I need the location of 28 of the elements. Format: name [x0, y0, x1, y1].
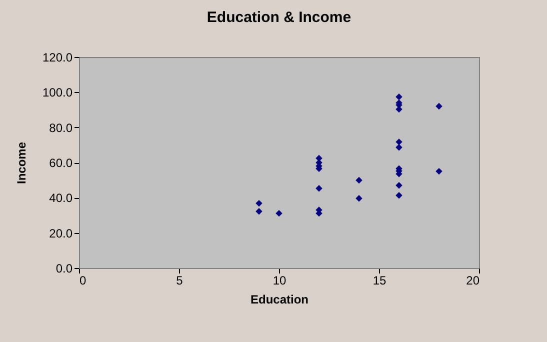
- point: [396, 144, 402, 151]
- y-tick-label: 60.0: [49, 156, 73, 170]
- point: [356, 195, 362, 202]
- y-tick-label: 120.0: [42, 50, 73, 64]
- point: [256, 200, 262, 207]
- point: [256, 208, 262, 215]
- x-tick-label: 0: [80, 274, 86, 288]
- y-tick-label: 100.0: [42, 86, 73, 100]
- y-tick-label: 0.0: [56, 262, 73, 276]
- y-tick-label: 20.0: [49, 226, 73, 240]
- point: [396, 192, 402, 199]
- point: [396, 138, 402, 146]
- y-axis-title: Income: [14, 142, 28, 184]
- point: [436, 102, 442, 110]
- x-tick-label: 10: [272, 274, 286, 288]
- x-tick-label: 5: [176, 274, 184, 288]
- point: [276, 210, 282, 217]
- y-tick-label: 80.0: [49, 120, 73, 135]
- y-tick-label: 40.0: [49, 191, 73, 206]
- chart-title: Education & Income: [206, 9, 352, 26]
- point: [316, 184, 322, 192]
- point: [396, 94, 402, 100]
- x-axis-title: Education: [250, 292, 309, 306]
- x-tick-label: 15: [372, 274, 386, 288]
- x-tick-label: 20: [466, 274, 480, 288]
- point: [436, 168, 442, 175]
- point: [356, 176, 362, 184]
- point: [396, 182, 402, 189]
